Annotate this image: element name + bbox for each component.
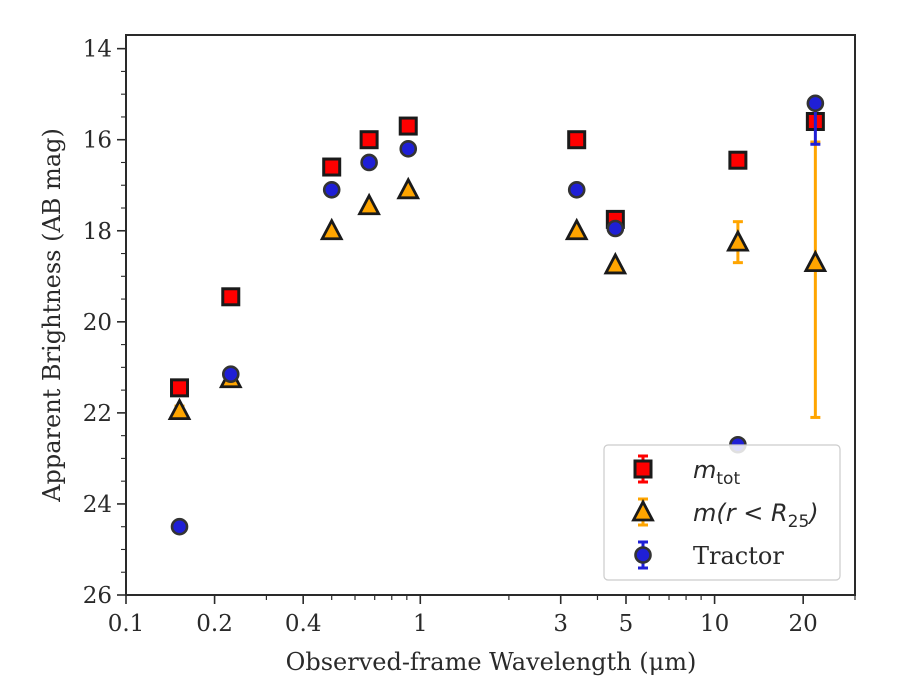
data-point-square bbox=[567, 130, 587, 150]
x-tick-label: 10 bbox=[700, 611, 729, 637]
legend-marker-triangle bbox=[631, 499, 655, 522]
data-point-circle bbox=[399, 140, 418, 158]
legend-label: m(r < R25) bbox=[693, 499, 819, 532]
legend: mtot m(r < R25) Tractor bbox=[603, 444, 841, 581]
data-point-circle bbox=[322, 180, 341, 199]
legend-label: mtot bbox=[693, 456, 740, 489]
data-point-square bbox=[359, 130, 379, 150]
data-point-triangle bbox=[396, 176, 421, 200]
y-tick-label: 22 bbox=[83, 401, 112, 427]
data-point-triangle bbox=[357, 192, 381, 216]
data-point-circle bbox=[360, 153, 378, 172]
legend-marker-circle bbox=[634, 546, 652, 564]
y-tick-label: 16 bbox=[83, 128, 112, 154]
data-point-triangle bbox=[564, 217, 589, 241]
x-axis-label: Observed-frame Wavelength (μm) bbox=[286, 648, 697, 676]
x-tick-label: 0.1 bbox=[108, 611, 145, 637]
data-point-triangle bbox=[726, 229, 750, 252]
data-point-square bbox=[170, 378, 190, 398]
data-point-triangle bbox=[803, 249, 828, 273]
x-tick-label: 3 bbox=[553, 611, 568, 637]
legend-label: Tractor bbox=[693, 542, 784, 570]
data-point-circle bbox=[567, 180, 586, 199]
legend-box bbox=[603, 444, 841, 581]
data-point-square bbox=[728, 150, 748, 170]
data-point-circle bbox=[806, 94, 825, 113]
y-tick-label: 14 bbox=[83, 37, 112, 63]
series-circle bbox=[170, 94, 825, 536]
data-point-square bbox=[398, 116, 418, 136]
y-tick-label: 18 bbox=[83, 219, 112, 245]
x-tick-label: 5 bbox=[619, 611, 634, 637]
data-point-triangle bbox=[603, 251, 628, 275]
y-tick-label: 20 bbox=[83, 310, 112, 336]
legend-marker-square bbox=[633, 459, 653, 479]
data-point-square bbox=[322, 157, 342, 177]
y-tick-label: 24 bbox=[83, 492, 112, 518]
x-tick-label: 20 bbox=[789, 611, 818, 637]
x-tick-label: 1 bbox=[413, 611, 428, 637]
y-axis-label: Apparent Brightness (AB mag) bbox=[38, 128, 66, 503]
data-point-triangle bbox=[319, 217, 344, 241]
x-tick-label: 0.4 bbox=[285, 611, 322, 637]
data-point-triangle bbox=[167, 397, 192, 421]
data-point-circle bbox=[606, 219, 625, 238]
data-point-circle bbox=[170, 517, 189, 536]
y-tick-label: 26 bbox=[83, 583, 112, 609]
data-point-square bbox=[221, 287, 241, 307]
plot-layer bbox=[167, 94, 828, 536]
axes-layer: 0.1 0.2 0.4 1 3 5 10 20 14 16 18 20 22 24 26 bbox=[83, 34, 856, 637]
x-tick-label: 0.2 bbox=[196, 611, 233, 637]
plot-frame bbox=[125, 34, 856, 596]
series-square bbox=[170, 112, 825, 398]
data-point-circle bbox=[221, 365, 240, 383]
